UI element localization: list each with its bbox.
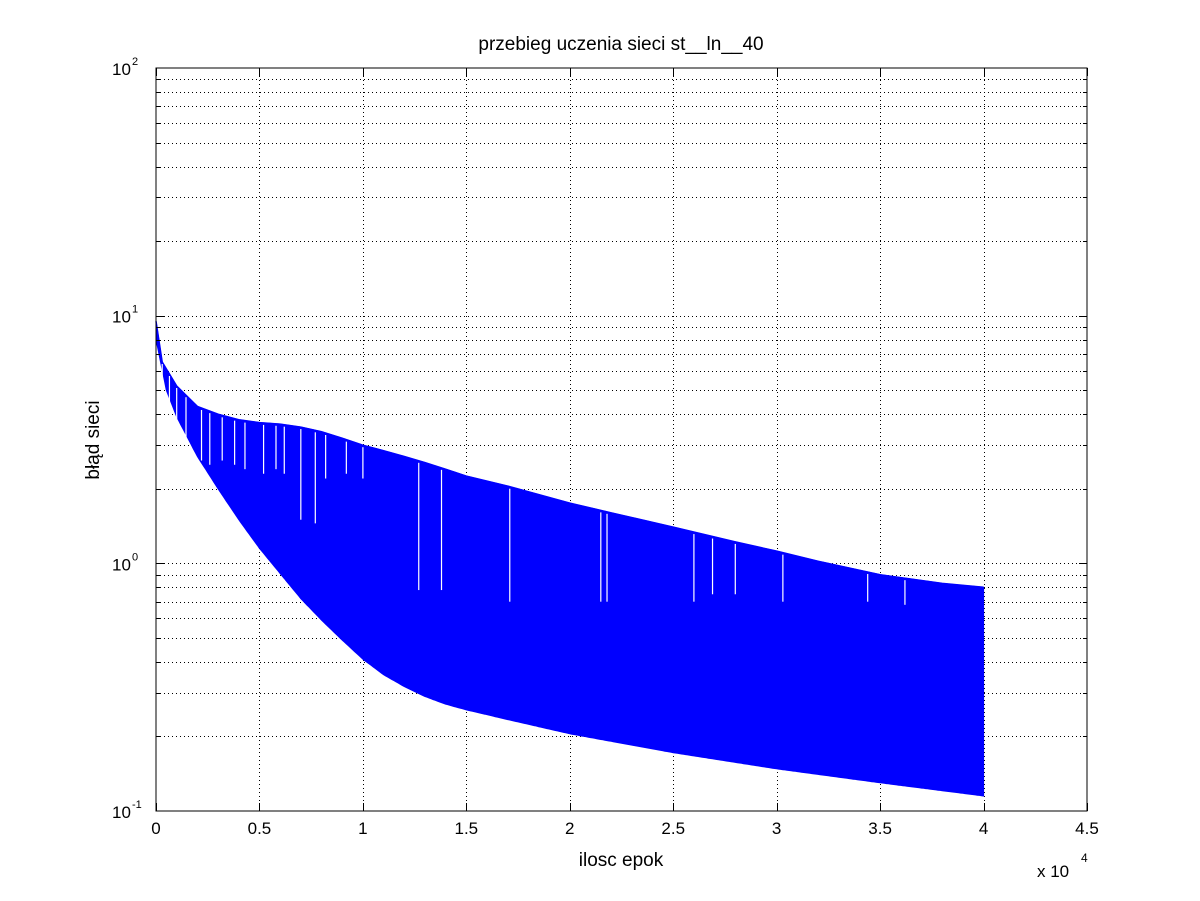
x-tick-label: 3.5	[868, 819, 892, 838]
x-tick-label: 0.5	[248, 819, 272, 838]
x-tick-label: 2	[565, 819, 574, 838]
x-axis-multiplier: x 10	[1037, 862, 1069, 881]
y-tick-label-base: 10	[112, 803, 131, 822]
x-tick-label: 0	[151, 819, 160, 838]
y-tick-label-exponent: 1	[132, 304, 138, 316]
plot-frame	[155, 67, 1088, 812]
x-tick-label: 1	[358, 819, 367, 838]
y-tick-label-exponent: -1	[132, 799, 142, 811]
x-tick-label: 2.5	[661, 819, 685, 838]
x-tick-label: 4	[979, 819, 988, 838]
y-tick-label: 10 -1	[112, 799, 142, 822]
tick-marks	[156, 68, 1088, 811]
y-tick-label: 10 0	[112, 551, 138, 574]
x-tick-label: 4.5	[1075, 819, 1099, 838]
y-tick-label-exponent: 2	[132, 56, 138, 68]
x-axis-label: ilosc epok	[579, 850, 664, 871]
x-axis-multiplier-exponent: 4	[1081, 851, 1088, 865]
y-tick-label-base: 10	[112, 308, 131, 327]
y-tick-label-exponent: 0	[132, 551, 138, 563]
upper-envelope-line	[155, 321, 984, 589]
y-tick-label: 10 1	[112, 304, 138, 327]
chart-title: przebieg uczenia sieci st__ln__40	[478, 34, 763, 55]
x-tick-label: 3	[772, 819, 781, 838]
data-series	[155, 321, 985, 797]
x-tick-label: 1.5	[455, 819, 479, 838]
y-tick-label-base: 10	[112, 60, 131, 79]
y-axis-label: błąd sieci	[83, 400, 104, 479]
y-tick-label-base: 10	[112, 555, 131, 574]
y-tick-label: 10 2	[112, 56, 138, 79]
